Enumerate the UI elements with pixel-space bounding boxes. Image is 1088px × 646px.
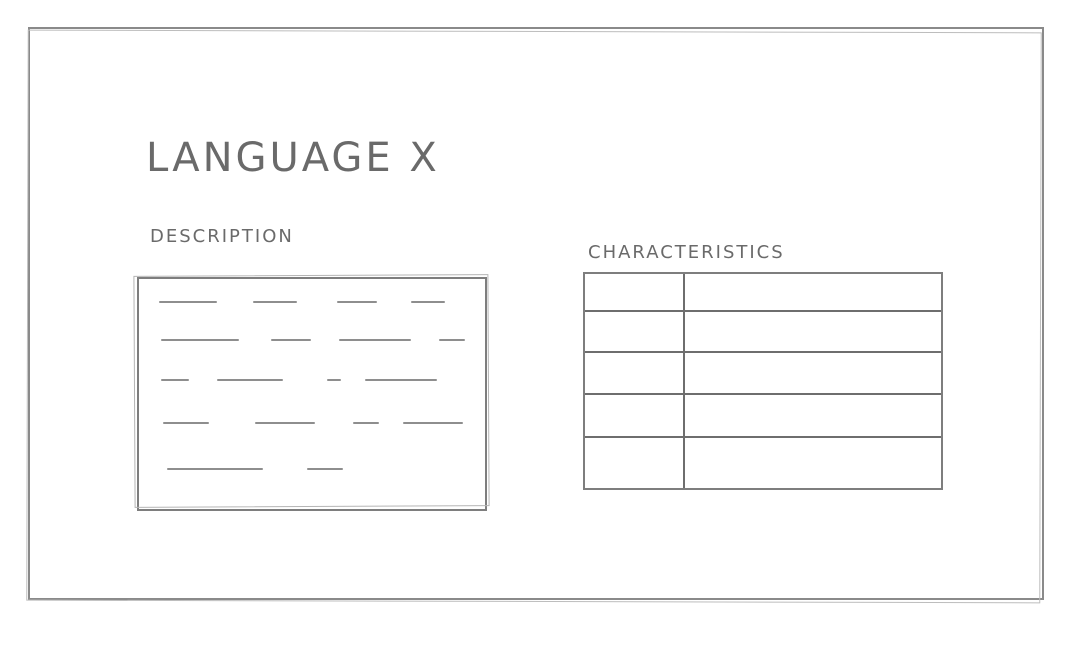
placeholder-text-line	[159, 468, 465, 472]
description-textbox[interactable]	[137, 277, 487, 511]
placeholder-text-line	[159, 379, 465, 383]
characteristics-label: CHARACTERISTICS	[588, 242, 785, 263]
description-label: DESCRIPTION	[150, 226, 294, 247]
placeholder-text-line	[159, 301, 465, 305]
table-row-divider	[585, 436, 941, 438]
placeholder-text-line	[159, 422, 465, 426]
table-column-divider	[683, 274, 685, 488]
table-row-divider	[585, 310, 941, 312]
characteristics-table	[583, 272, 943, 490]
wireframe-frame	[28, 27, 1044, 600]
page-title: LANGUAGE X	[146, 135, 440, 181]
placeholder-text-line	[159, 339, 465, 343]
table-row-divider	[585, 393, 941, 395]
table-row-divider	[585, 351, 941, 353]
